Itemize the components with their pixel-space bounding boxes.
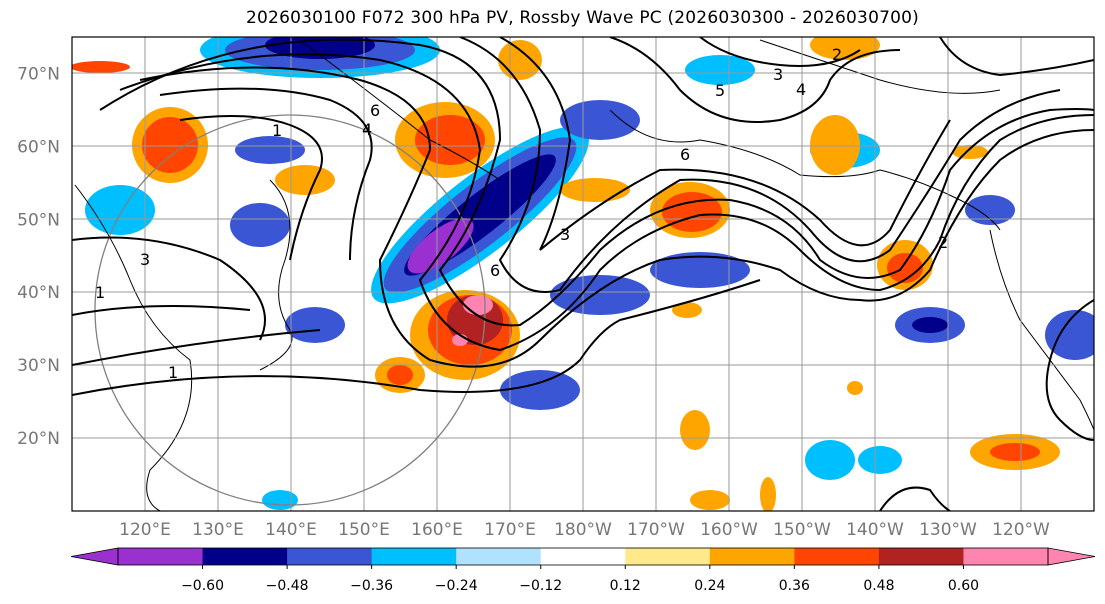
colorbar-tick-label: 0.36 (779, 578, 810, 594)
colorbar-tick-label: 0.48 (863, 578, 894, 594)
lat-label: 70°N (17, 64, 60, 84)
coastlines (74, 39, 1094, 511)
contour-labels: 6 4 3 2 1 5 6 3 4 2 1 1 3 6 (95, 45, 948, 382)
lon-label: 130°W (919, 520, 977, 540)
colorbar-segment (963, 548, 1049, 565)
pv-contours (72, 37, 1094, 511)
map-border (71, 36, 1095, 512)
colorbar-segment (371, 548, 457, 565)
colorbar-ticks: −0.60 −0.48 −0.36 −0.24 −0.12 0.12 0.24 0.36 0.4… (181, 565, 979, 594)
contour-label: 1 (168, 363, 178, 382)
colorbar-tick-label: 0.12 (610, 578, 641, 594)
colorbar-segment (540, 548, 626, 565)
contour-label: 6 (490, 261, 500, 280)
colorbar-tick-label: −0.36 (350, 578, 393, 594)
lon-label: 130°E (192, 520, 244, 540)
colorbar-tick-label: −0.12 (519, 578, 562, 594)
colorbar-extend-max (1047, 547, 1096, 566)
lat-label: 50°N (17, 210, 60, 230)
colorbar-tick-label: 0.60 (948, 578, 979, 594)
lat-label: 40°N (17, 283, 60, 303)
contour-label: 2 (938, 233, 948, 252)
colorbar-tick-label: −0.24 (435, 578, 478, 594)
colorbar-extend-min (70, 547, 119, 566)
colorbar-segment (878, 548, 964, 565)
contour-label: 4 (796, 80, 806, 99)
contour-label: 4 (362, 120, 372, 139)
lon-label: 120°W (992, 520, 1050, 540)
lon-label: 140°W (846, 520, 904, 540)
graticule (72, 37, 1094, 511)
contour-label: 3 (140, 250, 150, 269)
reference-circle (94, 114, 486, 506)
lon-label: 150°W (773, 520, 831, 540)
lon-label: 160°W (700, 520, 758, 540)
contour-label: 1 (272, 121, 282, 140)
lon-label: 140°E (265, 520, 317, 540)
map-title: 2026030100 F072 300 hPa PV, Rossby Wave … (246, 8, 919, 28)
colorbar (70, 547, 1096, 566)
contour-label: 3 (560, 225, 570, 244)
colorbar-segment (456, 548, 542, 565)
contour-label: 5 (715, 81, 725, 100)
latitude-labels: 70°N 60°N 50°N 40°N 30°N 20°N (17, 64, 60, 449)
contour-label: 2 (832, 45, 842, 64)
colorbar-tick-label: 0.24 (694, 578, 725, 594)
contour-label: 3 (773, 65, 783, 84)
lat-label: 20°N (17, 429, 60, 449)
contour-label: 6 (680, 145, 690, 164)
lon-label: 170°W (627, 520, 685, 540)
lon-label: 180°W (554, 520, 612, 540)
colorbar-segment (709, 548, 795, 565)
colorbar-segment (625, 548, 711, 565)
colorbar-segment (287, 548, 373, 565)
lon-label: 170°E (484, 520, 536, 540)
lat-label: 60°N (17, 137, 60, 157)
lat-label: 30°N (17, 356, 60, 376)
lon-label: 150°E (338, 520, 390, 540)
colorbar-segment (794, 548, 880, 565)
colorbar-frame (117, 547, 1049, 566)
contour-label: 1 (95, 283, 105, 302)
colorbar-segment (202, 548, 288, 565)
colorbar-segment (118, 548, 204, 565)
colorbar-tick-label: −0.48 (266, 578, 309, 594)
lon-label: 120°E (119, 520, 171, 540)
lon-label: 160°E (411, 520, 463, 540)
contour-label: 6 (370, 101, 380, 120)
colorbar-tick-label: −0.60 (181, 578, 224, 594)
longitude-labels: 120°E 130°E 140°E 150°E 160°E 170°E 180°W 170°W… (119, 520, 1050, 540)
